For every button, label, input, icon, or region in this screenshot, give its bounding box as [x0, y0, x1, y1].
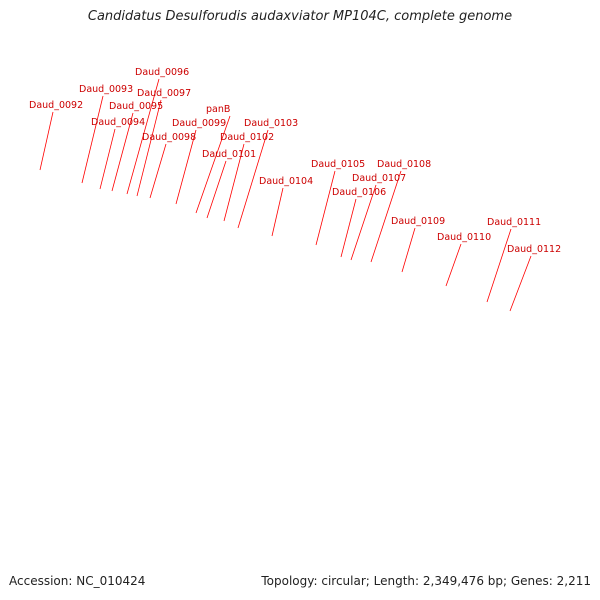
leader-line	[206, 160, 227, 219]
leader-line	[223, 143, 245, 222]
leader-line	[99, 128, 116, 190]
gene-label: panB	[206, 104, 230, 115]
gene-label: Daud_0098	[142, 132, 196, 143]
leader-line	[136, 99, 162, 197]
leader-line	[315, 170, 336, 246]
gene-label: Daud_0108	[377, 159, 431, 170]
gene-label: Daud_0110	[437, 232, 491, 243]
gene-label: Daud_0111	[487, 217, 541, 228]
gene-label: Daud_0099	[172, 118, 226, 129]
gene-label: Daud_0095	[109, 101, 163, 112]
gene-label: Daud_0102	[220, 132, 274, 143]
leader-line	[81, 95, 104, 184]
gene-label: Daud_0097	[137, 88, 191, 99]
leader-line	[350, 184, 377, 261]
gene-label: Daud_0092	[29, 100, 83, 111]
gene-label: Daud_0105	[311, 159, 365, 170]
accession-text: Accession: NC_010424	[9, 574, 146, 588]
leader-line	[486, 228, 512, 303]
leader-line	[149, 143, 167, 199]
gene-label: Daud_0112	[507, 244, 561, 255]
gene-label: Daud_0094	[91, 117, 145, 128]
leader-line	[175, 129, 197, 205]
leader-line	[340, 198, 357, 258]
gene-labels: Daud_0092 Daud_0093 Daud_0094 Daud_0095 Daud…	[29, 67, 561, 255]
leader-line	[445, 243, 462, 287]
label-leaders	[39, 78, 532, 312]
leader-line	[271, 187, 284, 237]
leader-line	[195, 115, 231, 214]
leader-line	[126, 78, 160, 195]
gene-label: Daud_0093	[79, 84, 133, 95]
gene-label: Daud_0104	[259, 176, 313, 187]
gene-label: Daud_0106	[332, 187, 386, 198]
leader-line	[237, 129, 269, 229]
leader-line	[401, 227, 416, 273]
gene-label: Daud_0101	[202, 149, 256, 160]
gene-label: Daud_0109	[391, 216, 445, 227]
leader-line	[39, 111, 54, 171]
leader-line	[370, 170, 402, 263]
map-title: Candidatus Desulforudis audaxviator MP10…	[87, 9, 513, 24]
leader-line	[509, 255, 532, 312]
leader-line	[111, 112, 134, 192]
gene-label: Daud_0103	[244, 118, 298, 129]
genome-stats: Topology: circular; Length: 2,349,476 bp…	[261, 574, 591, 588]
gene-label: Daud_0096	[135, 67, 189, 78]
gene-label: Daud_0107	[352, 173, 406, 184]
